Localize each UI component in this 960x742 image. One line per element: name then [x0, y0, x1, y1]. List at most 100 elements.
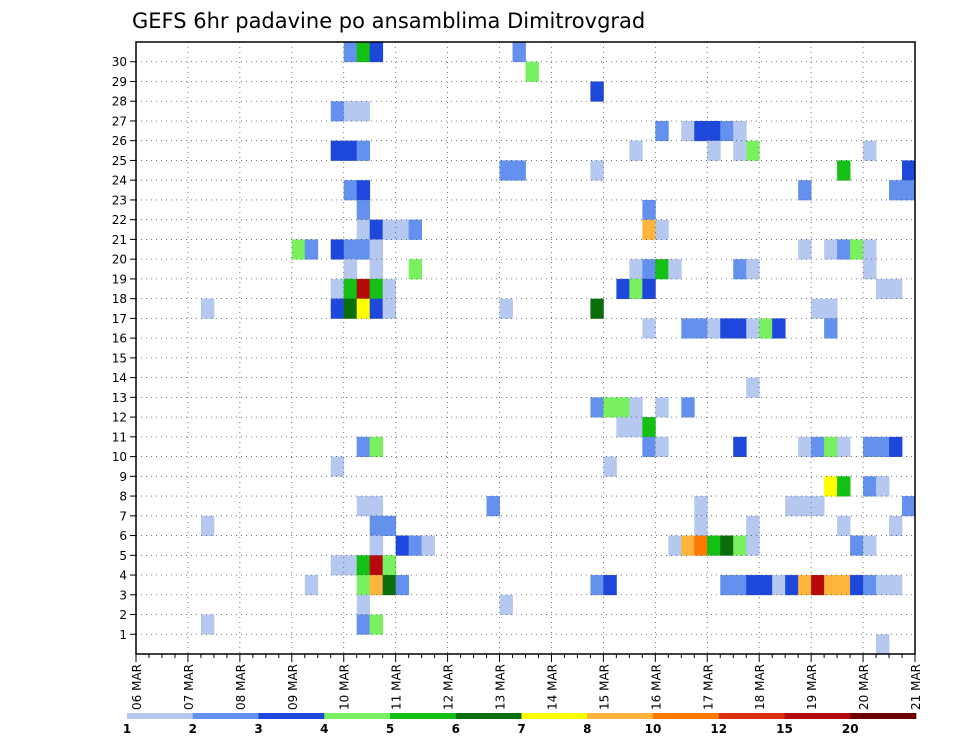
- heatmap-cell: [902, 160, 916, 181]
- heatmap-cell: [200, 614, 215, 635]
- heatmap-cell: [525, 61, 539, 82]
- heatmap-cell: [369, 278, 384, 300]
- heatmap-cell: [512, 160, 526, 181]
- heatmap-cell: [629, 278, 643, 300]
- y-tick-label: 23: [112, 193, 127, 207]
- heatmap-cell: [200, 515, 215, 536]
- heatmap-cell: [343, 278, 358, 300]
- legend-label: 4: [320, 722, 328, 736]
- heatmap-cell: [837, 476, 851, 497]
- y-tick-label: 2: [119, 608, 127, 622]
- heatmap-cell: [694, 120, 708, 142]
- heatmap-cell: [889, 575, 903, 596]
- plot-frame: [135, 41, 916, 655]
- legend-swatch: [455, 713, 522, 719]
- heatmap-cell: [343, 180, 358, 201]
- heatmap-cell: [356, 496, 371, 517]
- x-tick-label: 07 MAR: [182, 664, 196, 710]
- legend-label: 1: [123, 722, 131, 736]
- heatmap-cell: [356, 219, 371, 240]
- x-axis: 06 MAR 07 MAR 08 MAR 09 MAR 10 MAR 11 MAR 12 M…: [130, 654, 923, 710]
- heatmap-cell: [343, 555, 358, 576]
- legend-label: 3: [254, 722, 262, 736]
- heatmap-cell: [694, 318, 708, 339]
- heatmap-cell: [681, 535, 695, 556]
- heatmap-cell: [824, 239, 838, 260]
- heatmap-cell: [850, 239, 864, 260]
- heatmap-cell: [382, 219, 397, 240]
- y-axis: 1234567891011121314151617181920212223242…: [112, 55, 136, 642]
- y-tick-label: 20: [112, 253, 127, 267]
- heatmap-cell: [369, 436, 384, 457]
- heatmap-cell: [746, 318, 760, 339]
- y-tick-label: 7: [119, 509, 127, 523]
- heatmap-cell: [837, 575, 851, 596]
- heatmap-cell: [863, 575, 877, 596]
- heatmap-cell: [707, 140, 721, 161]
- heatmap-cell: [707, 318, 721, 339]
- heatmap-cell: [616, 417, 630, 438]
- x-tick-label: 17 MAR: [701, 664, 715, 710]
- heatmap-cell: [720, 535, 734, 556]
- legend-swatch: [324, 713, 391, 719]
- heatmap-cell: [746, 377, 760, 398]
- heatmap-cell: [369, 239, 384, 260]
- legend-label: 20: [842, 722, 859, 736]
- heatmap-cell: [499, 160, 513, 181]
- heatmap-cell: [369, 555, 384, 576]
- heatmap-cell: [772, 575, 786, 596]
- heatmap-cell: [629, 259, 643, 280]
- heatmap-cell: [343, 298, 358, 319]
- legend-label: 5: [386, 722, 394, 736]
- heatmap-cell: [629, 140, 643, 161]
- heatmap-cell: [837, 515, 851, 536]
- heatmap-cell: [590, 397, 604, 418]
- heatmap-cell: [889, 436, 903, 457]
- heatmap-cell: [876, 634, 890, 655]
- heatmap-cell: [369, 219, 384, 240]
- heatmap-cell: [330, 298, 345, 319]
- heatmap-cell: [863, 239, 877, 260]
- heatmap-cell: [590, 160, 604, 181]
- heatmap-cell: [720, 575, 734, 596]
- x-tick-label: 20 MAR: [857, 664, 871, 710]
- y-tick-label: 26: [112, 134, 127, 148]
- heatmap-cell: [356, 594, 371, 615]
- heatmap-cell: [733, 120, 747, 142]
- heatmap-cell: [733, 535, 747, 556]
- x-tick-label: 10 MAR: [338, 664, 352, 710]
- heatmap-cell: [876, 436, 890, 457]
- heatmap-cell: [824, 318, 838, 339]
- heatmap-cell: [616, 278, 630, 300]
- heatmap-cell: [811, 575, 825, 596]
- heatmap-cell: [356, 298, 371, 319]
- heatmap-cell: [369, 614, 384, 635]
- heatmap-cell: [642, 259, 656, 280]
- legend-swatch: [192, 713, 259, 719]
- heatmap-cell: [733, 575, 747, 596]
- grid-lines: [136, 42, 915, 654]
- heatmap-cell: [369, 42, 384, 63]
- heatmap-cell: [863, 140, 877, 161]
- heatmap-cell: [798, 496, 812, 517]
- y-tick-label: 18: [112, 292, 127, 306]
- heatmap-cell: [356, 180, 371, 201]
- heatmap-cell: [590, 575, 604, 596]
- heatmap-cell: [798, 436, 812, 457]
- heatmap-cell: [200, 298, 215, 319]
- heatmap-cell: [408, 535, 423, 556]
- heatmap-cell: [356, 199, 371, 221]
- heatmap-cell: [694, 496, 708, 517]
- y-tick-label: 10: [112, 450, 127, 464]
- y-tick-label: 11: [112, 430, 127, 444]
- heatmap-cell: [798, 180, 812, 201]
- legend-label: 2: [189, 722, 197, 736]
- heatmap-cell: [785, 496, 799, 517]
- heatmap-cell: [304, 575, 319, 596]
- heatmap-cell: [356, 436, 371, 457]
- x-tick-label: 18 MAR: [753, 664, 767, 710]
- legend-swatch: [127, 713, 194, 719]
- y-tick-label: 19: [112, 272, 127, 286]
- heatmap-cell: [863, 535, 877, 556]
- heatmap-cell: [876, 476, 890, 497]
